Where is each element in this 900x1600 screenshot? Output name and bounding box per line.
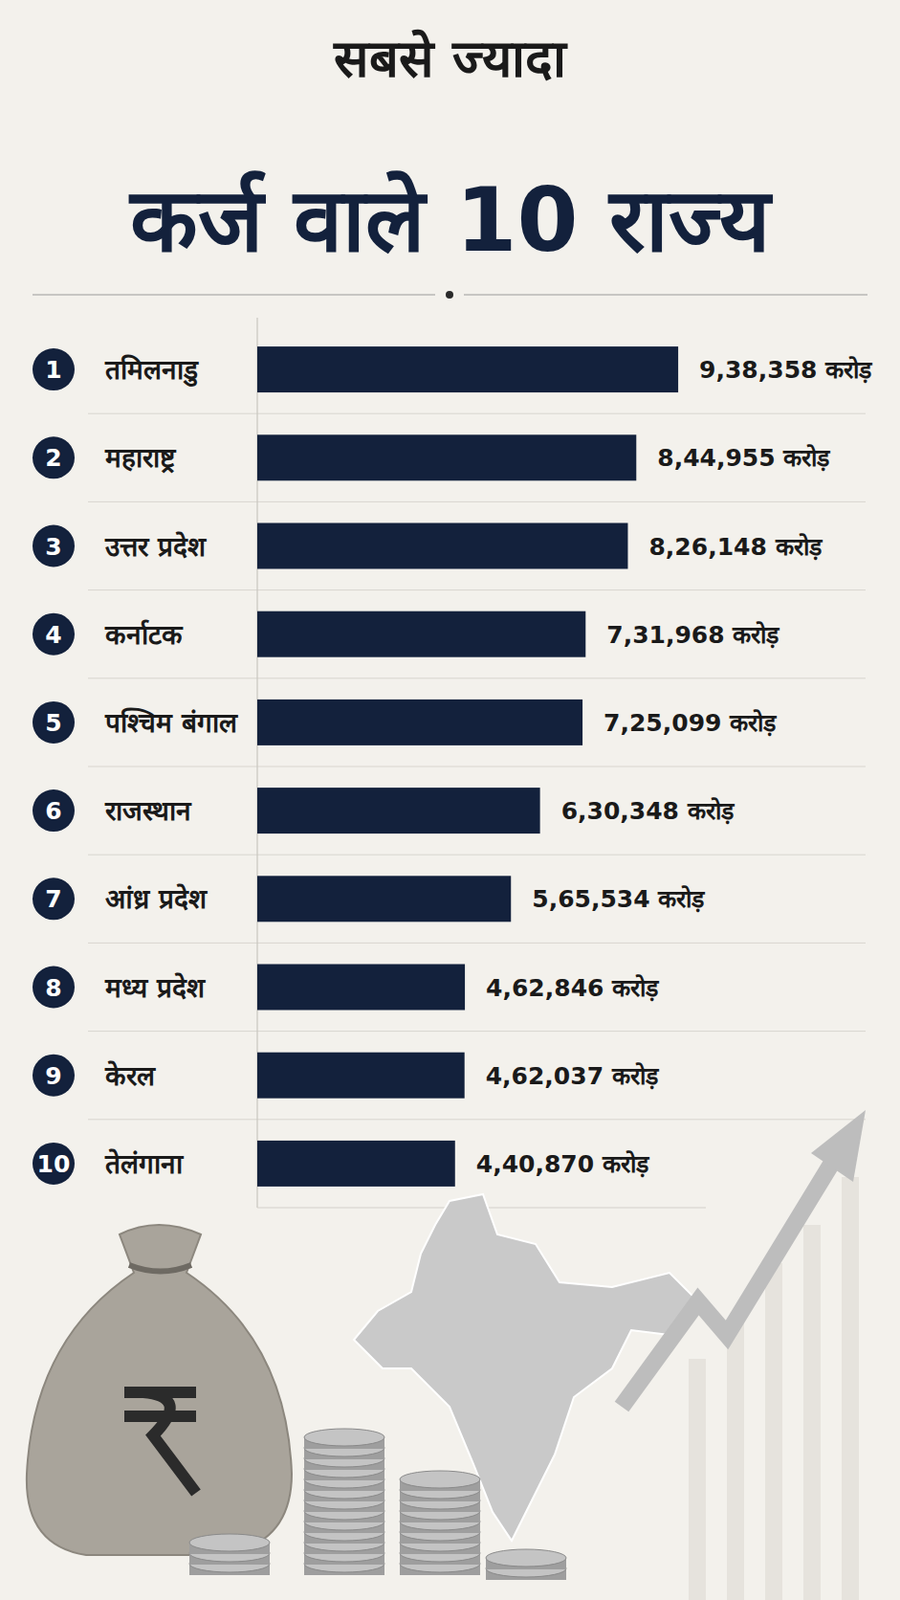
- rank-badge: [32, 701, 75, 744]
- rank-badge: [32, 965, 75, 1009]
- bar: [257, 875, 511, 922]
- category-label: पश्चिम बंगाल: [104, 706, 239, 739]
- currency-icon: [124, 1391, 197, 1493]
- money-bag: [26, 1224, 292, 1555]
- value-label: 9,38,358 करोड़: [699, 355, 874, 384]
- bar: [257, 523, 628, 570]
- background-bar: [688, 1358, 706, 1600]
- value-label: 6,30,348 करोड़: [561, 796, 736, 825]
- divider-dot: [445, 290, 454, 299]
- rank-badge: [32, 789, 75, 832]
- value-label: 8,44,955 करोड़: [657, 443, 832, 472]
- row-separator: [87, 1030, 866, 1032]
- rank-label: 2: [44, 443, 62, 472]
- row-separator: [87, 854, 866, 856]
- row-separator: [87, 766, 866, 768]
- category-label: कर्नाटक: [104, 618, 184, 651]
- bar: [257, 964, 465, 1010]
- coin: [189, 1533, 270, 1551]
- row-separator: [87, 942, 866, 944]
- bar: [257, 434, 637, 481]
- row-separator: [87, 501, 866, 503]
- subtitle: कर्ज वाले 10 राज्य: [128, 169, 773, 272]
- rank-label: 9: [44, 1061, 62, 1090]
- category-label: मध्य प्रदेश: [104, 971, 206, 1004]
- rank-label: 10: [37, 1149, 71, 1178]
- bag-rope: [129, 1264, 192, 1272]
- rank-label: 5: [44, 708, 62, 737]
- category-label: महाराष्ट्र: [104, 441, 177, 474]
- category-label: राजस्थान: [104, 794, 193, 827]
- trend-arrow-head: [811, 1109, 866, 1182]
- rank-badge: [32, 877, 75, 920]
- rank-label: 7: [44, 884, 62, 913]
- background-bar: [841, 1176, 859, 1600]
- background-bar: [765, 1262, 783, 1600]
- category-label: आंध्र प्रदेश: [105, 882, 208, 915]
- chart: सबसे ज्यादा कर्ज वाले 10 राज्य 1 तमिलनाडु 9,…: [0, 0, 900, 1600]
- bar: [257, 346, 679, 393]
- bar: [257, 699, 583, 746]
- rank-label: 3: [44, 532, 62, 561]
- coin: [399, 1470, 481, 1488]
- value-label: 4,62,037 करोड़: [485, 1061, 660, 1090]
- rank-badge: [32, 436, 75, 479]
- value-label: 4,40,870 करोड़: [476, 1149, 651, 1178]
- row-separator: [87, 589, 866, 591]
- bars: [257, 346, 679, 1186]
- background-bar: [803, 1224, 821, 1600]
- bar: [257, 1140, 456, 1186]
- title: सबसे ज्यादा: [332, 28, 569, 89]
- trend-arrow: [621, 1162, 833, 1406]
- category-label: तेलंगाना: [104, 1147, 185, 1180]
- divider: [463, 294, 868, 296]
- background-bar: [726, 1319, 745, 1600]
- value-label: 5,65,534 करोड़: [531, 884, 706, 913]
- rank-label: 8: [44, 973, 62, 1002]
- rank-label: 6: [44, 796, 62, 825]
- background: [0, 0, 900, 1600]
- category-label: तमिलनाडु: [104, 353, 199, 387]
- rank-badge: [32, 1053, 75, 1097]
- rank-badge: [32, 348, 75, 391]
- rank-label: 4: [44, 620, 62, 649]
- rank-label: 1: [44, 355, 62, 384]
- row-separator: [87, 413, 866, 415]
- rank-badge: [32, 1141, 75, 1185]
- category-label: उत्तर प्रदेश: [104, 530, 207, 563]
- row-separator: [87, 677, 866, 679]
- coin: [485, 1548, 567, 1566]
- value-label: 4,62,846 करोड़: [485, 973, 660, 1002]
- value-label: 7,31,968 करोड़: [606, 620, 781, 649]
- bar: [257, 787, 541, 834]
- rank-badge: [32, 525, 75, 568]
- coin: [304, 1427, 385, 1446]
- bar: [257, 611, 586, 658]
- category-label: केरल: [104, 1059, 156, 1092]
- bar: [257, 1052, 465, 1098]
- value-label: 7,25,099 करोड़: [603, 708, 778, 737]
- divider: [32, 294, 436, 296]
- rank-badge: [32, 613, 75, 656]
- row-separator: [87, 1118, 866, 1120]
- value-label: 8,26,148 करोड़: [648, 532, 823, 561]
